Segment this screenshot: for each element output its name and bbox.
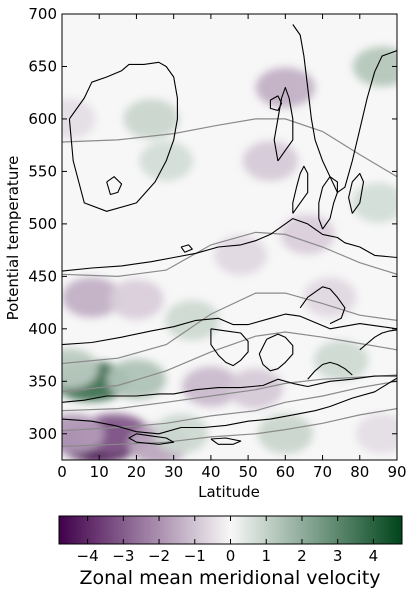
heatmap-cell: [109, 279, 164, 320]
heatmap-cell: [214, 235, 268, 276]
zero-contours: [62, 24, 397, 445]
zero-contour-line: [273, 86, 294, 162]
zero-contour-line: [269, 95, 283, 112]
zero-contour-line: [62, 375, 397, 403]
zero-contour-line: [359, 329, 397, 351]
heatmap-cell: [352, 46, 397, 87]
colorbar-tick-label: 2: [297, 547, 307, 565]
heatmap-cell: [62, 277, 122, 318]
zero-contour-line: [210, 437, 242, 445]
colorbar-tick-label: −2: [148, 547, 170, 565]
y-tick-label: 550: [28, 162, 57, 180]
colorbar-label: Zonal mean meridional velocity: [79, 567, 380, 589]
zero-contour-line: [106, 176, 123, 196]
x-axis-label: Latitude: [198, 483, 260, 501]
zero-contour-line: [210, 328, 249, 367]
zero-contour-line: [318, 176, 338, 230]
x-tick-label: 60: [276, 463, 295, 481]
heatmap-cell: [227, 368, 284, 409]
colorbar-tick-label: 4: [369, 547, 379, 565]
x-tick-label: 80: [350, 463, 369, 481]
colorbar-tick-label: 1: [261, 547, 271, 565]
colorbar-tick-label: −3: [112, 547, 134, 565]
heatmap-cell: [242, 140, 299, 181]
heatmap-cell: [356, 413, 397, 454]
zero-contour-line: [62, 218, 397, 272]
isentrope-line: [62, 231, 397, 278]
zero-contour-line: [307, 361, 353, 380]
zero-contour-line: [180, 244, 193, 253]
zero-contour-line: [292, 24, 397, 193]
y-tick-label: 650: [28, 57, 57, 75]
isentrope-line: [62, 380, 397, 432]
zero-contour-line: [128, 433, 175, 445]
colorbar-tick-label: −1: [184, 547, 206, 565]
x-tick-label: 40: [201, 463, 220, 481]
x-tick-label: 50: [239, 463, 258, 481]
y-axis-label: Potential temperature: [4, 156, 22, 321]
x-tick-label: 0: [57, 463, 67, 481]
heatmap-plot: 0 10 20 30 40 50 60 70 80 90 300 350 400 450 500 550 60…: [4, 5, 407, 501]
isentrope-line: [62, 118, 397, 178]
heatmap-cell: [303, 277, 357, 318]
heatmap-cell: [62, 348, 99, 389]
zero-contour-line: [292, 165, 309, 214]
heatmap-cell: [313, 340, 369, 381]
y-tick-label: 700: [28, 5, 57, 23]
isentrope-line: [62, 374, 397, 412]
isentrope-line: [62, 331, 397, 393]
zero-contour-line: [299, 286, 346, 325]
colorbar: −4 −3 −2 −1 0 1 2 3 4 Zonal mean meridional velo…: [58, 515, 403, 589]
x-tick-label: 90: [387, 463, 406, 481]
isentrope-line: [62, 292, 397, 365]
heatmap-cell: [351, 182, 397, 223]
y-tick-label: 500: [28, 215, 57, 233]
heatmap-cell: [182, 366, 240, 407]
isentrope-line: [62, 408, 397, 447]
zero-contour-line: [68, 61, 178, 212]
y-tick-label: 300: [28, 425, 57, 443]
colorbar-tick-label: 0: [226, 547, 236, 565]
plot-frame: [61, 13, 398, 461]
colorbar-tick-label: −4: [77, 547, 99, 565]
y-axis: 300 350 400 450 500 550 600 650 700: [28, 5, 397, 443]
y-tick-label: 400: [28, 320, 57, 338]
x-tick-label: 70: [313, 463, 332, 481]
colorbar-axis: −4 −3 −2 −1 0 1 2 3 4: [77, 516, 379, 565]
heatmap-cell: [123, 98, 179, 139]
x-tick-label: 30: [164, 463, 183, 481]
zero-contour-line: [62, 377, 397, 435]
x-tick-label: 20: [127, 463, 146, 481]
x-axis: 0 10 20 30 40 50 60 70 80 90: [57, 14, 407, 481]
x-tick-label: 10: [90, 463, 109, 481]
zero-contour-line: [258, 333, 294, 372]
y-tick-label: 350: [28, 372, 57, 390]
zero-contour-line: [62, 313, 397, 346]
y-tick-label: 600: [28, 110, 57, 128]
heatmap-cell: [257, 413, 313, 454]
heatmap-cell: [62, 413, 105, 454]
heatmap-cell: [106, 359, 167, 400]
heatmap-cell: [165, 300, 220, 341]
heatmap-cell: [153, 413, 209, 454]
zero-contour-line: [348, 172, 365, 214]
y-tick-label: 450: [28, 267, 57, 285]
colorbar-tick-label: 3: [333, 547, 343, 565]
isentrope-contours: [62, 118, 397, 447]
